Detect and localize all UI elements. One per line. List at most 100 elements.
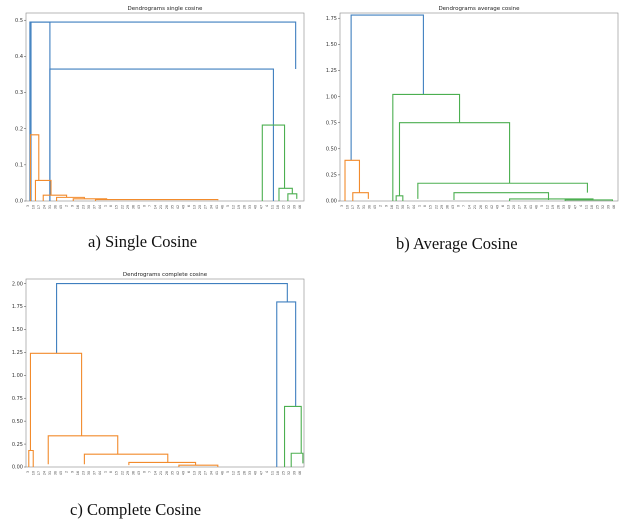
dendrogram-link (344, 159, 361, 201)
chart-title: Dendrograms single cosine (128, 6, 203, 12)
y-tick-label: 0.25 (326, 173, 337, 179)
leaf-label: 32 (287, 471, 291, 475)
leaf-label: 36 (131, 205, 135, 209)
leaf-label: 47 (259, 471, 263, 475)
caption-average-cosine: b) Average Cosine (396, 234, 518, 253)
dendrogram-link (42, 194, 68, 201)
leaf-label: 1 (418, 205, 422, 207)
leaf-label: 22 (434, 205, 438, 209)
leaf-label: 0 (143, 205, 147, 207)
plot-frame (25, 278, 305, 468)
leaf-label: 41 (529, 205, 533, 209)
leaf-label: 13 (507, 205, 511, 209)
y-tick-label: 0.3 (15, 90, 23, 96)
y-tick-label: 0.0 (15, 199, 23, 205)
leaf-label: 33 (248, 471, 252, 475)
dendrogram-link (178, 464, 219, 467)
y-tick-label: 0.50 (326, 146, 337, 152)
y-tick-label: 0.5 (15, 18, 23, 24)
dendrogram-link (261, 124, 286, 201)
leaf-label: 43 (451, 205, 455, 209)
y-tick-label: 2.00 (12, 281, 23, 287)
leaf-label: 41 (215, 205, 219, 209)
leaf-label: 17 (37, 205, 41, 209)
leaf-label: 3 (26, 471, 30, 473)
leaf-label: 4 (265, 205, 269, 207)
dendrogram-link (29, 134, 40, 201)
plot-frame (339, 12, 619, 202)
leaf-label: 46 (298, 205, 302, 209)
leaf-label: 3 (340, 205, 344, 207)
leaf-label: 9 (70, 205, 74, 207)
leaf-label: 6 (187, 205, 191, 207)
y-tick-label: 1.25 (12, 350, 23, 356)
leaf-label: 46 (612, 205, 616, 209)
leaf-label: 5 (540, 205, 544, 207)
plot-frame (25, 12, 305, 202)
leaf-label: 34 (209, 205, 213, 209)
leaf-label: 20 (198, 471, 202, 475)
y-tick-label: 1.50 (326, 42, 337, 48)
dendrogram-link (128, 461, 197, 466)
leaf-label: 42 (176, 205, 180, 209)
leaf-label: 16 (390, 205, 394, 209)
leaf-label: 32 (601, 205, 605, 209)
y-tick-label: 1.25 (326, 68, 337, 74)
leaf-label: 22 (120, 471, 124, 475)
dendrogram-link (34, 179, 52, 201)
leaf-label: 48 (220, 205, 224, 209)
leaf-label: 38 (54, 205, 58, 209)
y-tick-label: 0.1 (15, 163, 23, 169)
leaf-label: 49 (495, 205, 499, 209)
leaf-label: 23 (81, 205, 85, 209)
leaf-label: 14 (468, 205, 472, 209)
leaf-label: 38 (368, 205, 372, 209)
dendrogram-link (392, 93, 461, 201)
dendrogram-link (564, 199, 613, 201)
leaf-label: 27 (518, 205, 522, 209)
dendrogram-complete-cosine: Dendrograms complete cosine 0.00 0.25 0.50 0… (12, 272, 305, 475)
leaf-label: 2 (65, 471, 69, 473)
caption-complete-cosine: c) Complete Cosine (70, 500, 202, 519)
leaf-label: 11 (270, 471, 274, 475)
leaf-label: 24 (42, 471, 46, 475)
y-tick-label: 0.00 (12, 465, 23, 471)
leaf-label: 35 (170, 205, 174, 209)
leaf-label: 7 (148, 471, 152, 473)
dendrogram-link (56, 196, 85, 201)
leaf-label: 19 (237, 205, 241, 209)
leaf-label: 39 (607, 205, 611, 209)
dendrogram-link (283, 405, 302, 467)
leaf-label: 46 (298, 471, 302, 475)
leaf-label: 39 (293, 471, 297, 475)
y-tick-label: 1.75 (12, 304, 23, 310)
leaf-label: 17 (351, 205, 355, 209)
leaf-label: 43 (137, 205, 141, 209)
leaf-label: 28 (165, 205, 169, 209)
leaf-label: 45 (59, 471, 63, 475)
leaf-label: 11 (270, 205, 274, 209)
leaf-label: 37 (93, 471, 97, 475)
leaf-label: 19 (551, 205, 555, 209)
leaf-label: 27 (204, 471, 208, 475)
leaf-label: 36 (445, 205, 449, 209)
leaf-label: 40 (254, 205, 258, 209)
leaf-label: 15 (115, 205, 119, 209)
y-tick-label: 1.00 (326, 94, 337, 100)
leaf-label: 10 (31, 471, 35, 475)
leaf-label: 47 (259, 205, 263, 209)
leaf-label: 2 (379, 205, 383, 207)
leaf-label: 45 (373, 205, 377, 209)
leaf-label: 47 (573, 205, 577, 209)
leaf-label: 20 (198, 205, 202, 209)
leaf-label: 41 (215, 471, 219, 475)
leaf-label: 44 (412, 205, 416, 209)
y-tick-label: 0.00 (326, 199, 337, 205)
leaf-label: 25 (282, 205, 286, 209)
leaf-label: 40 (568, 205, 572, 209)
chart-complete-cosine: Dendrograms complete cosine 0.00 0.25 0.50 0… (6, 268, 306, 478)
leaf-label: 19 (237, 471, 241, 475)
leaf-label: 15 (429, 205, 433, 209)
dendrogram-single-cosine: Dendrograms single cosine 0.0 0.1 0.2 0.3 0.4… (15, 6, 305, 209)
leaf-label: 16 (76, 205, 80, 209)
